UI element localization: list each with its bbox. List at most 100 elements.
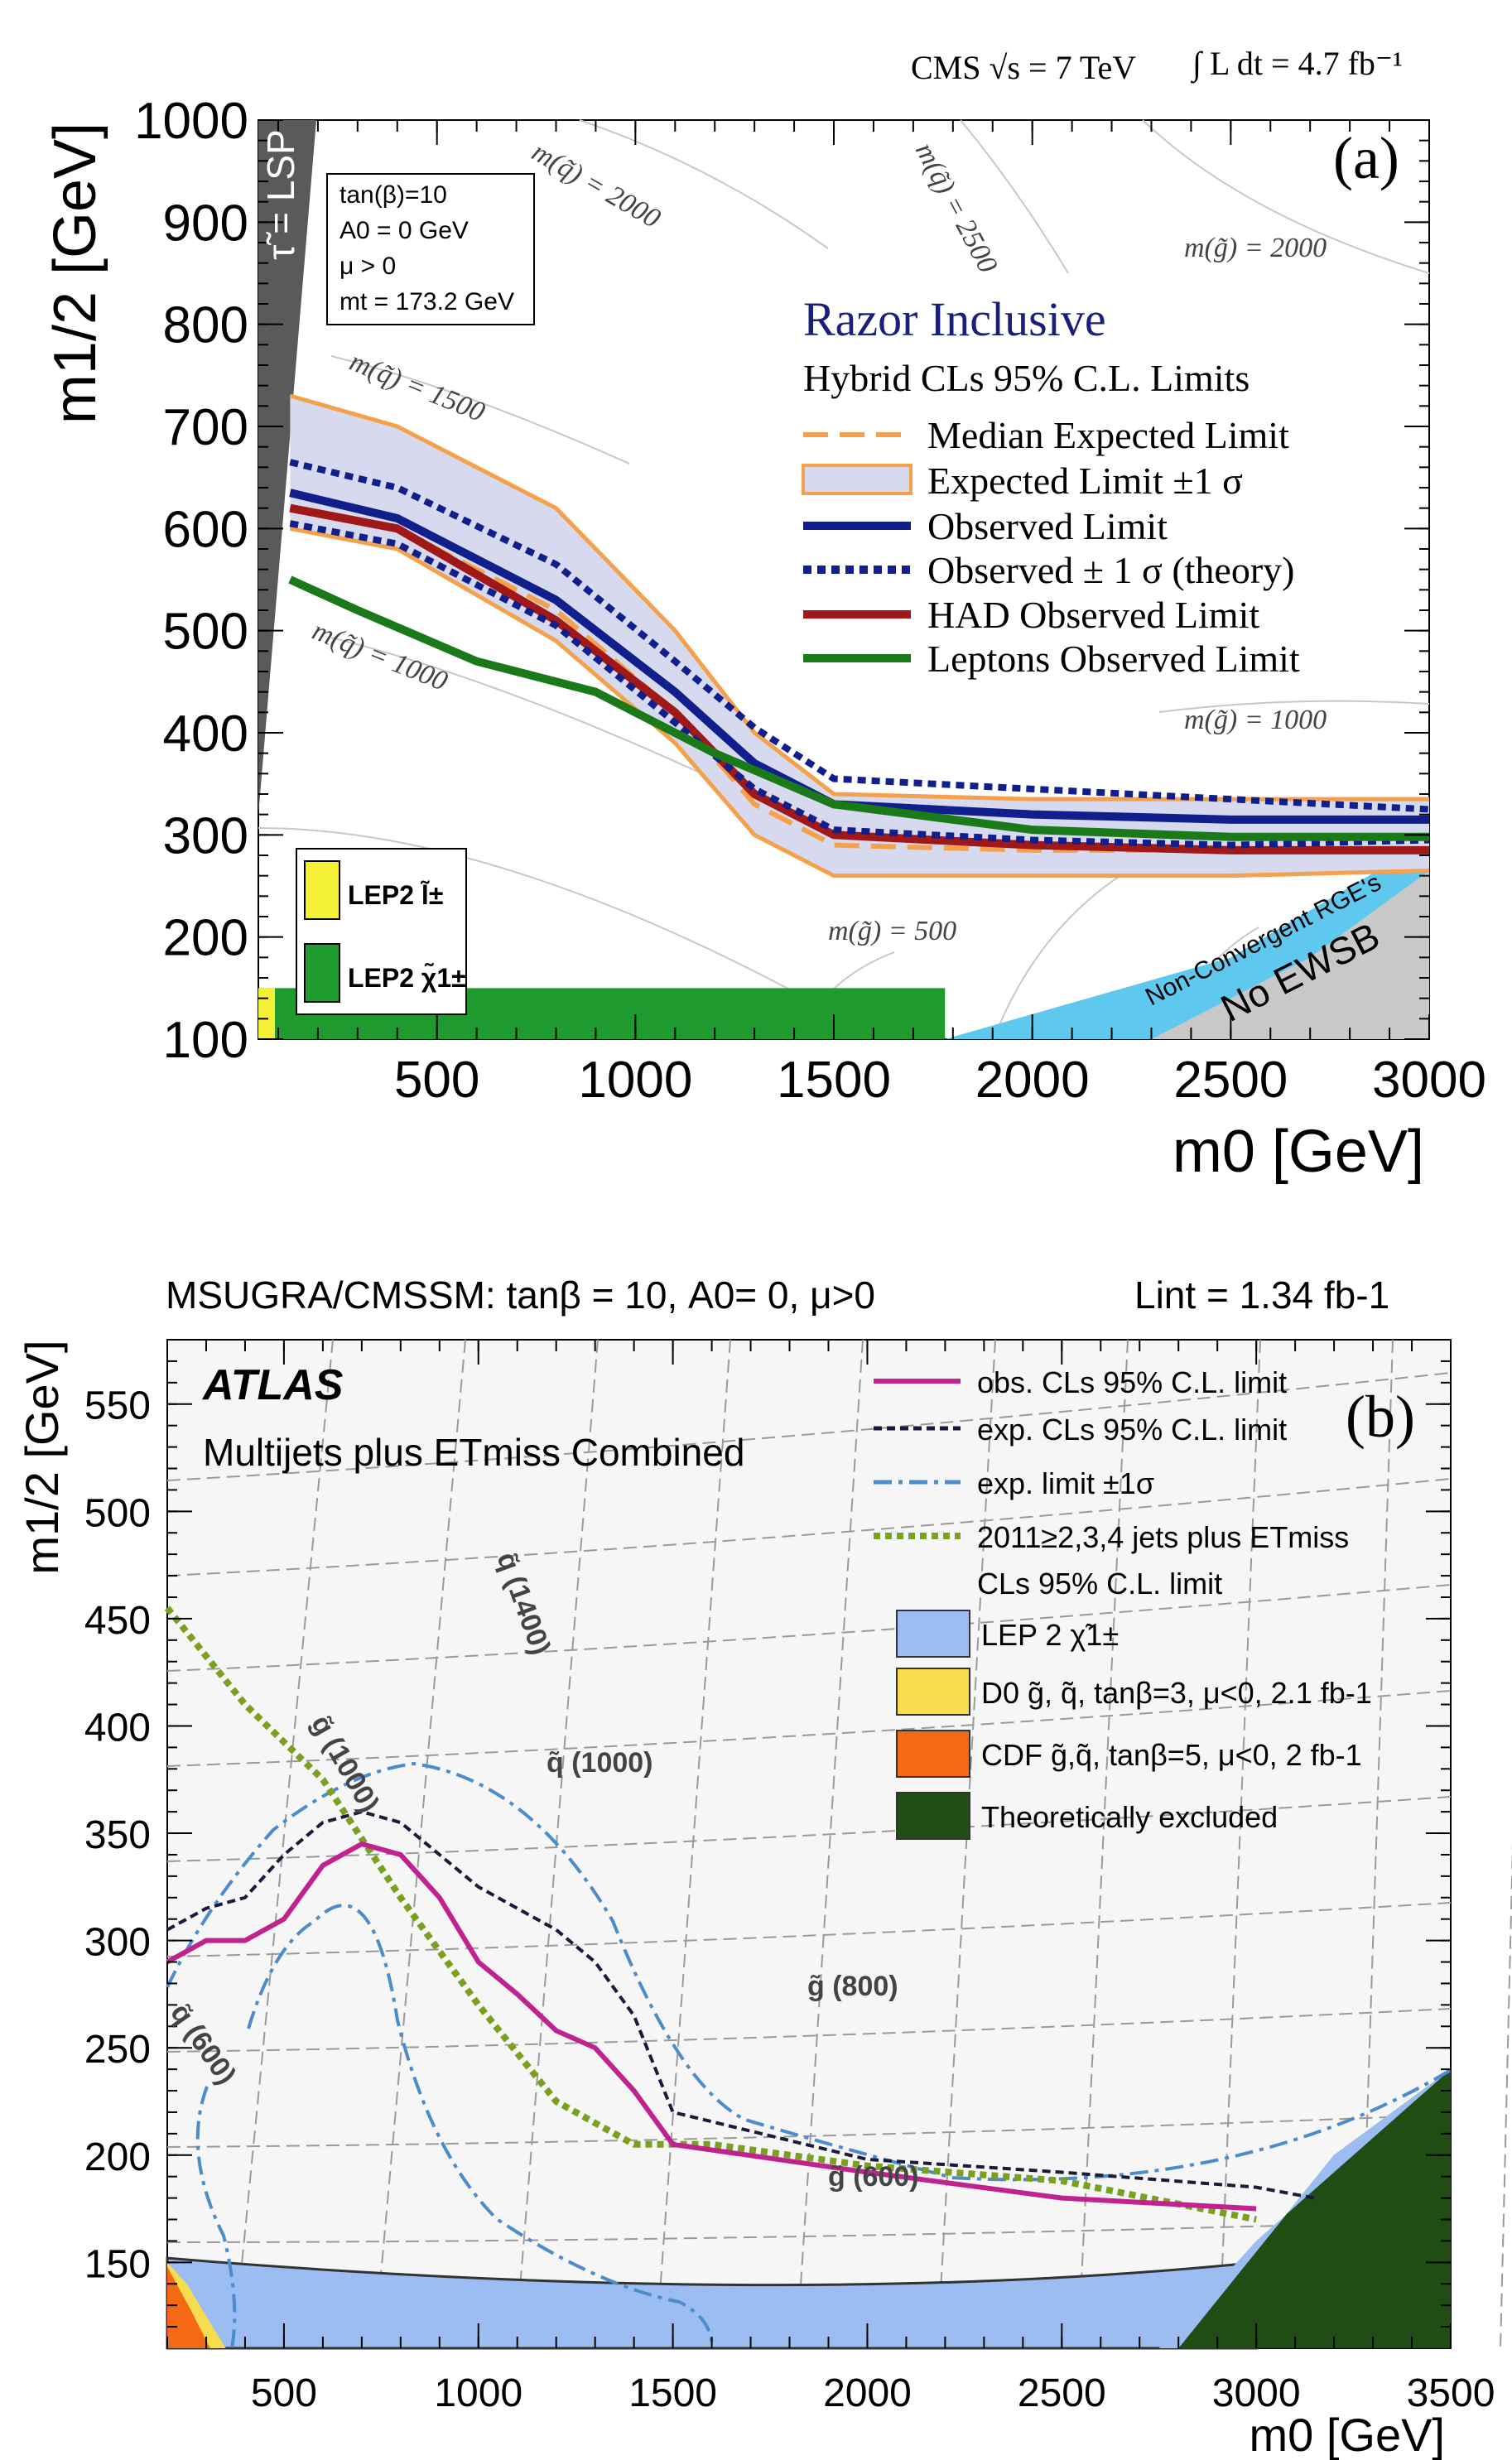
- grid-line-v: [796, 1339, 864, 2349]
- y-tick-label-200: 200: [163, 910, 248, 967]
- y-tick-label-b-200: 200: [84, 2135, 151, 2179]
- grid-line-h: [166, 2220, 1452, 2243]
- contour-label-b-4: g̃ (600): [828, 2161, 919, 2193]
- legend-label-b-1: exp. CLs 95% C.L. limit: [977, 1413, 1287, 1447]
- observed-theory-lower: [289, 520, 1430, 849]
- params-box: [326, 173, 535, 325]
- grid-line-h: [166, 1478, 1452, 1577]
- legend-label-b-2: exp. limit ±1σ: [977, 1466, 1154, 1500]
- grid-line-h: [166, 2008, 1452, 2053]
- grid-line-h: [166, 2114, 1452, 2148]
- x-tick-label-b-2000: 2000: [823, 2371, 912, 2415]
- y-tick-label-500: 500: [163, 604, 248, 661]
- legend-subtitle-a: Hybrid CLs 95% C.L. Limits: [803, 357, 1250, 399]
- atlas-brand: ATLAS: [201, 1361, 344, 1409]
- grid-line-v: [655, 1339, 731, 2349]
- grid-line-v: [373, 1339, 466, 2349]
- x-tick-label-b-2500: 2500: [1018, 2371, 1106, 2415]
- legend-label-a-3: Observed ± 1 σ (theory): [927, 549, 1294, 591]
- contour-label-b-1: q̃ (1000): [547, 1747, 653, 1779]
- panel-b: 500 1000 1500 2000 2500 3000 3500 150 200 250 300 3…: [10, 1242, 1512, 2460]
- panel-a: 500 1000 1500 2000 2500 3000 100 200 300 400 500 60…: [10, 8, 1502, 1205]
- no-ewsb-region: [1151, 870, 1429, 1039]
- param-3: mt = 173.2 GeV: [339, 288, 514, 315]
- x-tick-label-1500: 1500: [777, 1052, 891, 1109]
- subtitle-b: Multijets plus ETmiss Combined: [203, 1431, 744, 1474]
- param-2: μ > 0: [339, 253, 396, 280]
- y-tick-label-100: 100: [163, 1012, 248, 1069]
- lsp-label: τ̃ = LSP: [259, 129, 302, 260]
- legend-box-label-b-0: LEP 2 χ̃1±: [981, 1618, 1119, 1652]
- contour-label-a-5: m(g̃) = 1000: [1184, 705, 1327, 735]
- lep2-chargino-swatch: [304, 943, 340, 1003]
- jets-2011-line: [164, 1605, 1257, 2223]
- exp-sigma-line-1: [195, 2086, 237, 2349]
- cdf-region: [167, 2266, 210, 2348]
- contour-line-0: [579, 119, 829, 249]
- contour-line-1: [960, 119, 1069, 274]
- obs-cls-line: [166, 1841, 1257, 2212]
- theory-excluded-region: [1178, 2069, 1451, 2348]
- y-tick-label-b-250: 250: [84, 2028, 151, 2072]
- legend-box-b-3: [896, 1792, 970, 1840]
- header-right: ∫ L dt = 4.7 fb⁻¹: [1190, 45, 1403, 84]
- contour-label-a-6: m(g̃) = 500: [828, 916, 956, 946]
- legend-title-a: Razor Inclusive: [803, 292, 1106, 346]
- y-tick-label-b-350: 350: [84, 1813, 151, 1857]
- header-left: CMS √s = 7 TeV: [911, 49, 1136, 86]
- expected-band-upper: [289, 393, 1429, 802]
- x-tick-label-3000: 3000: [1372, 1052, 1486, 1109]
- legend-label-b-3: 2011≥2,3,4 jets plus ETmiss: [977, 1520, 1349, 1554]
- title-b: MSUGRA/CMSSM: tanβ = 10, A0= 0, μ>0: [166, 1273, 875, 1317]
- exp-sigma-line-0: [166, 1761, 1452, 2182]
- legend-box-label-b-3: Theoretically excluded: [981, 1800, 1278, 1834]
- y-axis-label-b: m1/2 [GeV]: [16, 1340, 68, 1574]
- x-tick-label-2000: 2000: [975, 1052, 1090, 1109]
- x-tick-label-b-1500: 1500: [628, 2371, 717, 2415]
- y-tick-label-300: 300: [163, 807, 248, 864]
- y-tick-label-600: 600: [163, 501, 248, 558]
- y-tick-label-b-150: 150: [84, 2242, 151, 2286]
- y-tick-label-400: 400: [163, 705, 248, 763]
- legend-box-b-2: [896, 1730, 970, 1778]
- grid-line-h: [166, 1902, 1452, 1957]
- lep2-chargino-label: LEP2 χ̃1±: [348, 963, 466, 993]
- param-0: tan(β)=10: [339, 181, 447, 209]
- lep2-slepton-region: [258, 988, 275, 1039]
- legend-box-b-0: [896, 1610, 970, 1658]
- contour-line-3: [330, 355, 630, 465]
- legend-label2-b-3: CLs 95% C.L. limit: [977, 1567, 1222, 1601]
- legend-swatch-1: [802, 464, 912, 495]
- grid-line-v: [233, 1339, 334, 2349]
- grid-line-v: [937, 1339, 996, 2349]
- grid-line-h: [166, 1584, 1452, 1672]
- legend-label-a-2: Observed Limit: [927, 505, 1168, 547]
- y-tick-label-b-550: 550: [84, 1384, 151, 1428]
- panel-label-a: (a): [1333, 125, 1399, 191]
- y-tick-label-1000: 1000: [134, 93, 248, 150]
- x-tick-label-b-500: 500: [251, 2371, 317, 2415]
- param-1: A0 = 0 GeV: [339, 217, 469, 244]
- x-axis-label-b: m0 [GeV]: [1249, 2409, 1445, 2460]
- x-tick-label-2500: 2500: [1173, 1052, 1288, 1109]
- legend-box-label-b-1: D0 g̃, q̃, tanβ=3, μ<0, 2.1 fb-1: [981, 1676, 1372, 1710]
- contour-line-2: [1142, 119, 1430, 274]
- legend-label-a-5: Leptons Observed Limit: [927, 638, 1300, 680]
- legend-label-a-4: HAD Observed Limit: [927, 594, 1259, 636]
- grid-line-v: [1218, 1339, 1261, 2349]
- lumi-b: Lint = 1.34 fb-1: [1134, 1273, 1389, 1317]
- exp-sigma-line-2: [247, 1904, 714, 2349]
- x-tick-label-b-1000: 1000: [434, 2371, 522, 2415]
- contour-line-4: [330, 637, 713, 779]
- legend-box-label-b-2: CDF g̃,q̃, tanβ=5, μ<0, 2 fb-1: [981, 1738, 1362, 1772]
- theory-edge: [1158, 2069, 1451, 2348]
- y-tick-label-b-300: 300: [84, 1921, 151, 1965]
- legend-label-a-1: Expected Limit ±1 σ: [927, 460, 1243, 502]
- x-tick-label-1000: 1000: [578, 1052, 692, 1109]
- x-tick-label-500: 500: [394, 1052, 479, 1109]
- contour-line-5: [258, 827, 829, 1011]
- observed-line: [289, 489, 1429, 824]
- y-tick-label-b-500: 500: [84, 1491, 151, 1535]
- legend-label-b-0: obs. CLs 95% C.L. limit: [977, 1365, 1287, 1399]
